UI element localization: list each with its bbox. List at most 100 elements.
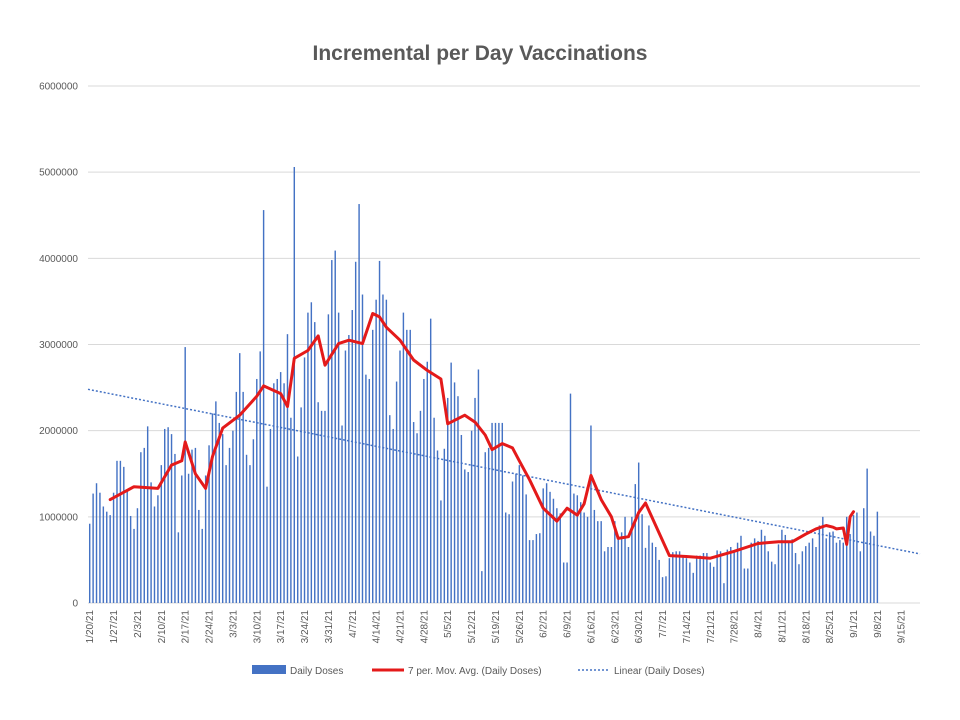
- bar: [518, 465, 521, 603]
- bar: [160, 465, 163, 603]
- x-tick-label: 7/28/21: [730, 610, 741, 644]
- bar: [556, 508, 558, 603]
- bar: [201, 528, 203, 603]
- bar: [481, 571, 483, 603]
- bar: [392, 428, 394, 603]
- bar: [109, 515, 111, 603]
- bar: [382, 294, 384, 603]
- bar: [573, 493, 575, 603]
- bar: [208, 445, 210, 603]
- bar: [443, 448, 446, 603]
- bar: [341, 425, 343, 603]
- bar: [549, 491, 551, 603]
- y-tick-label: 3000000: [39, 340, 78, 351]
- bar: [242, 391, 244, 603]
- bar: [239, 353, 241, 603]
- bar: [753, 538, 756, 603]
- bar: [303, 357, 306, 603]
- bar: [576, 495, 579, 603]
- bar: [559, 513, 561, 603]
- bar: [706, 553, 708, 603]
- bar: [317, 402, 319, 603]
- bar: [593, 509, 596, 603]
- x-tick-label: 5/19/21: [491, 610, 502, 644]
- bar: [552, 498, 555, 603]
- bar: [464, 469, 466, 603]
- bar: [634, 484, 636, 603]
- bar: [600, 521, 602, 603]
- x-tick-label: 9/8/21: [873, 610, 884, 638]
- bar: [610, 546, 613, 603]
- y-tick-label: 5000000: [39, 168, 78, 179]
- bar: [590, 425, 592, 603]
- bar: [781, 529, 783, 603]
- bar: [426, 361, 428, 603]
- bar: [631, 516, 633, 603]
- bar: [498, 422, 500, 603]
- bar: [522, 475, 524, 603]
- bar: [136, 508, 139, 603]
- bar: [474, 397, 476, 603]
- bar: [354, 261, 357, 603]
- x-tick-label: 8/18/21: [801, 610, 812, 644]
- bar: [668, 558, 671, 603]
- bar: [716, 550, 718, 603]
- bar: [603, 551, 606, 603]
- bar: [808, 542, 810, 603]
- x-tick-label: 8/4/21: [754, 610, 765, 638]
- y-tick-label: 2000000: [39, 426, 78, 437]
- bar: [675, 551, 677, 603]
- bar: [583, 512, 585, 603]
- bar: [307, 312, 309, 603]
- bar: [133, 528, 135, 603]
- bar: [655, 546, 657, 603]
- bar: [412, 422, 415, 603]
- x-tick-label: 9/15/21: [897, 610, 908, 644]
- bar: [467, 472, 469, 603]
- bar: [416, 433, 418, 603]
- x-tick-label: 6/16/21: [586, 610, 597, 644]
- bar: [402, 312, 405, 603]
- bar: [375, 299, 377, 603]
- x-tick-label: 2/10/21: [157, 610, 168, 644]
- x-tick-label: 6/9/21: [563, 610, 574, 638]
- bar: [617, 538, 619, 603]
- bar: [777, 544, 780, 603]
- bar: [453, 382, 456, 603]
- bar: [535, 534, 538, 603]
- bar: [532, 540, 534, 603]
- bar: [215, 401, 217, 603]
- bar: [164, 428, 166, 603]
- y-tick-label: 4000000: [39, 254, 78, 265]
- bar: [88, 523, 91, 603]
- x-tick-label: 3/24/21: [300, 610, 311, 644]
- bar: [143, 447, 145, 603]
- bar: [788, 542, 790, 603]
- bar: [770, 561, 773, 603]
- bar: [348, 335, 350, 603]
- bar: [331, 260, 333, 603]
- bar: [167, 427, 169, 603]
- bar: [177, 532, 180, 603]
- x-tick-label: 7/21/21: [706, 610, 717, 644]
- moving-average-line: [108, 312, 855, 560]
- bar: [760, 529, 763, 603]
- legend-label-linear: Linear (Daily Doses): [614, 666, 705, 677]
- bar: [358, 204, 360, 603]
- bar: [225, 465, 227, 603]
- bar: [191, 449, 193, 603]
- bar: [859, 551, 862, 603]
- bar: [747, 568, 749, 603]
- bar: [293, 166, 296, 603]
- bar: [119, 460, 122, 603]
- bar: [839, 540, 841, 603]
- bar: [106, 511, 108, 603]
- bar: [542, 488, 544, 603]
- bar: [811, 538, 814, 603]
- bar: [501, 422, 504, 603]
- bar: [170, 434, 173, 603]
- x-tick-label: 3/17/21: [276, 610, 287, 644]
- bar: [116, 460, 118, 603]
- x-tick-label: 4/7/21: [348, 610, 359, 638]
